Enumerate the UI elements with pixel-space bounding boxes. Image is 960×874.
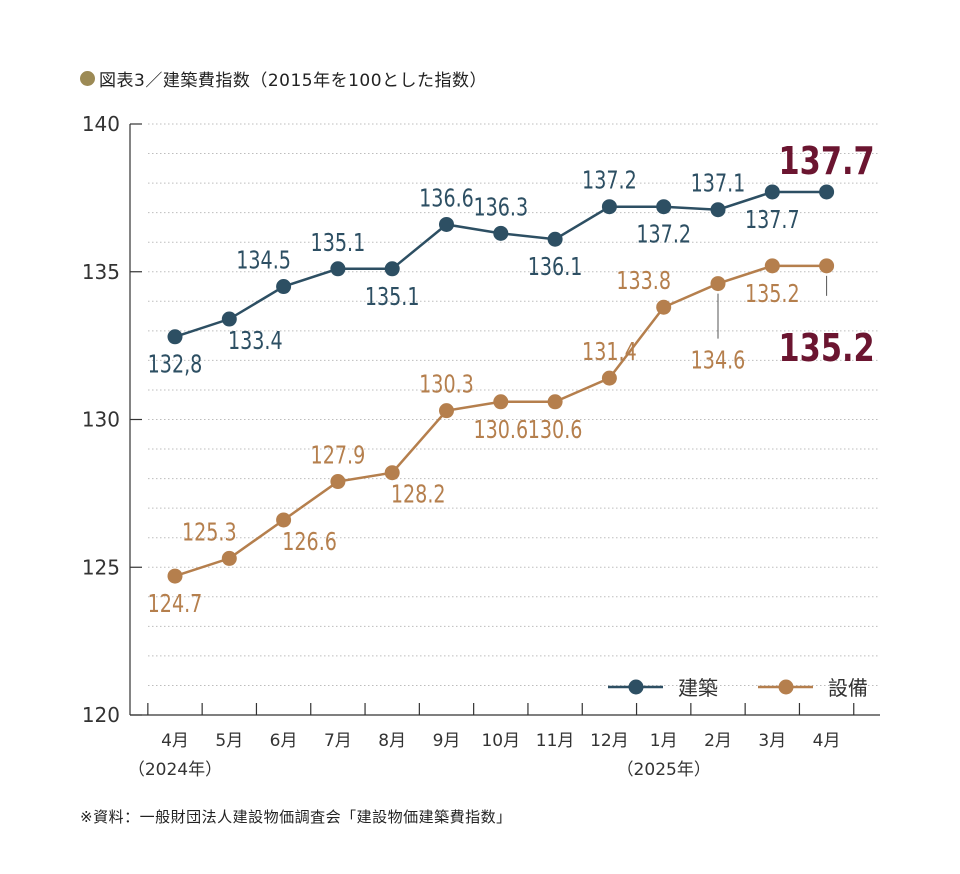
data-label: 136.1 bbox=[528, 253, 583, 282]
legend-label: 設備 bbox=[828, 676, 868, 700]
data-point bbox=[710, 276, 726, 292]
data-label: 131.4 bbox=[582, 338, 637, 367]
data-point bbox=[439, 403, 454, 419]
data-point bbox=[221, 311, 237, 327]
x-tick-label: 7月 bbox=[324, 731, 352, 751]
x-year-label: （2024年） bbox=[128, 760, 222, 780]
highlight-value-label: 135.2 bbox=[779, 327, 875, 371]
data-label: 137.1 bbox=[691, 169, 746, 198]
data-label: 127.9 bbox=[311, 441, 366, 470]
x-tick-label: 9月 bbox=[433, 731, 461, 751]
data-point bbox=[384, 465, 400, 481]
data-point bbox=[710, 202, 726, 218]
data-label: 133.4 bbox=[228, 326, 283, 355]
data-label: 126.6 bbox=[282, 527, 337, 556]
data-point bbox=[493, 225, 509, 241]
data-label: 134.6 bbox=[691, 346, 746, 375]
data-label: 125.3 bbox=[182, 518, 237, 547]
data-point bbox=[601, 199, 617, 215]
data-point bbox=[384, 261, 400, 277]
y-tick-label: 130 bbox=[82, 408, 120, 432]
data-label: 124.7 bbox=[148, 589, 203, 618]
chart-title: 図表3／建築費指数（2015年を100とした指数） bbox=[99, 71, 488, 91]
data-label: 130.6 bbox=[473, 415, 528, 444]
data-point bbox=[656, 299, 672, 315]
data-label: 133.8 bbox=[616, 267, 671, 296]
data-point bbox=[439, 216, 454, 232]
data-point bbox=[167, 329, 183, 345]
x-tick-label: 12月 bbox=[590, 731, 629, 751]
legend-marker bbox=[778, 679, 794, 695]
legend-marker bbox=[628, 679, 644, 695]
x-tick-label: 2月 bbox=[704, 731, 732, 751]
data-point bbox=[656, 199, 672, 215]
data-point bbox=[493, 394, 509, 410]
data-label: 130.6 bbox=[528, 415, 583, 444]
highlight-value-label: 137.7 bbox=[779, 140, 875, 184]
x-tick-label: 8月 bbox=[378, 731, 406, 751]
data-point bbox=[764, 258, 780, 274]
data-label: 128.2 bbox=[391, 480, 446, 509]
data-label: 135.2 bbox=[745, 279, 800, 308]
data-point bbox=[330, 474, 346, 490]
x-tick-label: 3月 bbox=[758, 731, 786, 751]
chart-title-row: 図表3／建築費指数（2015年を100とした指数） bbox=[80, 66, 487, 91]
data-point bbox=[547, 231, 563, 247]
data-point bbox=[764, 184, 780, 200]
y-tick-label: 125 bbox=[82, 555, 120, 579]
title-marker-icon bbox=[80, 71, 95, 86]
data-point bbox=[221, 550, 237, 566]
x-year-label: （2025年） bbox=[617, 760, 711, 780]
x-tick-label: 4月 bbox=[813, 731, 841, 751]
data-point bbox=[819, 184, 835, 200]
y-tick-label: 135 bbox=[82, 260, 120, 284]
source-note: ※資料：一般財団法人建設物価調査会「建設物価建築費指数」 bbox=[80, 808, 512, 826]
data-label: 137.2 bbox=[582, 166, 637, 195]
data-label: 137.7 bbox=[745, 205, 800, 234]
data-label: 135.1 bbox=[311, 228, 366, 257]
data-label: 136.6 bbox=[419, 184, 474, 213]
data-point bbox=[276, 279, 292, 295]
y-tick-label: 120 bbox=[82, 703, 120, 727]
x-tick-label: 5月 bbox=[215, 731, 243, 751]
x-tick-label: 6月 bbox=[270, 731, 298, 751]
y-tick-label: 140 bbox=[82, 112, 120, 136]
legend-label: 建築 bbox=[678, 676, 718, 700]
data-point bbox=[276, 512, 292, 528]
data-label: 136.3 bbox=[473, 193, 528, 222]
data-label: 135.1 bbox=[365, 282, 420, 311]
data-label: 134.5 bbox=[236, 246, 291, 275]
data-point bbox=[819, 258, 835, 274]
x-tick-label: 1月 bbox=[650, 731, 678, 751]
x-tick-label: 10月 bbox=[481, 731, 520, 751]
data-point bbox=[330, 261, 346, 277]
x-tick-label: 4月 bbox=[161, 731, 189, 751]
data-label: 132,8 bbox=[148, 350, 203, 379]
data-point bbox=[547, 394, 563, 410]
x-tick-label: 11月 bbox=[536, 731, 575, 751]
data-label: 130.3 bbox=[419, 370, 474, 399]
data-point bbox=[601, 370, 617, 386]
data-point bbox=[167, 568, 183, 584]
data-label: 137.2 bbox=[636, 220, 691, 249]
